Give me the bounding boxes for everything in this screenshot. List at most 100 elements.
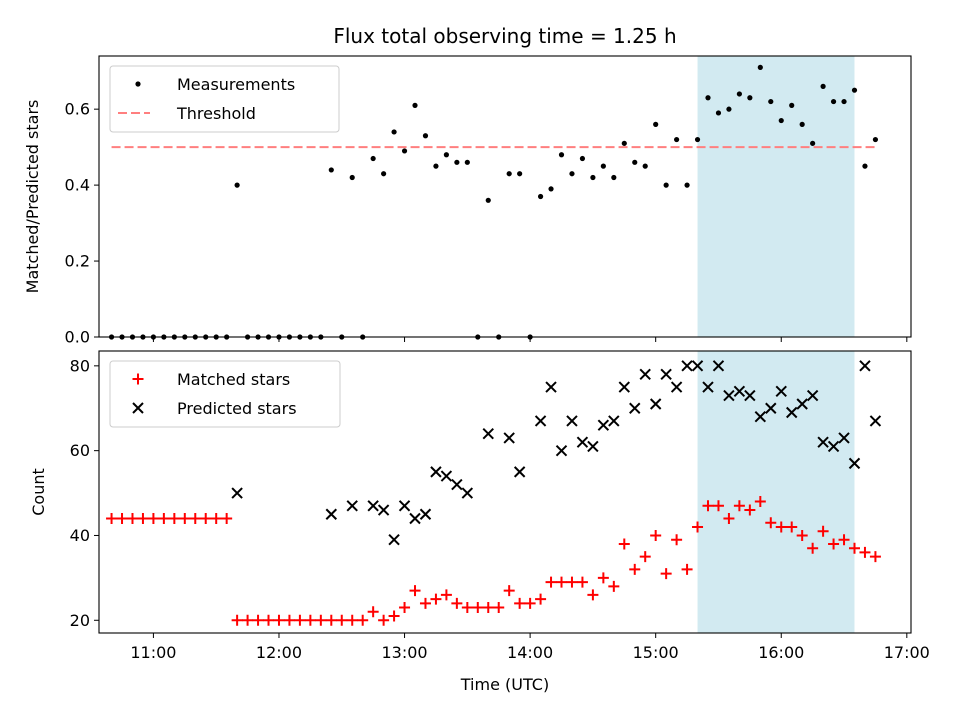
legend-marker-dot (135, 81, 141, 87)
legend-marker-x (132, 402, 144, 414)
measurements-point (234, 182, 240, 188)
predicted-stars-point (670, 381, 683, 393)
matched-stars-point (273, 614, 285, 626)
matched-stars-point (838, 534, 850, 546)
predicted-stars-point (482, 427, 494, 440)
measurements-point (851, 87, 858, 93)
measurements-point (381, 171, 387, 177)
matched-stars-point (325, 614, 337, 626)
matched-stars-point (702, 500, 714, 512)
matched-stars-point (629, 563, 641, 575)
measurements-point (401, 148, 408, 154)
measurements-point (569, 171, 575, 177)
matched-stars-point (367, 606, 379, 618)
measurements-point (715, 110, 722, 116)
matched-stars-point (263, 614, 275, 626)
matched-stars-point (733, 500, 745, 512)
matched-stars-point (765, 517, 777, 529)
measurements-point (464, 159, 470, 165)
matched-stars-point (618, 538, 630, 550)
matched-stars-point (744, 504, 756, 516)
predicted-stars-point (513, 466, 526, 478)
matched-stars-point (147, 513, 159, 525)
measurements-point (558, 152, 565, 158)
matched-stars-point (576, 576, 588, 588)
predicted-stars-point (723, 389, 735, 402)
measurements-point (517, 171, 523, 177)
predicted-stars-point (346, 500, 358, 512)
predicted-stars-point (775, 385, 787, 397)
matched-stars-point (430, 593, 442, 605)
x-tick-label: 16:00 (758, 643, 804, 662)
matched-stars-point (754, 496, 766, 508)
x-tick-label: 15:00 (633, 643, 679, 662)
matched-stars-point (807, 542, 819, 554)
matched-stars-point (796, 529, 808, 541)
measurements-point (548, 186, 554, 192)
predicted-stars-point (702, 381, 714, 393)
matched-stars-point (357, 614, 369, 626)
matched-stars-point (848, 542, 860, 554)
predicted-stars-point (827, 440, 840, 453)
matched-stars-point (399, 602, 411, 614)
measurements-point (820, 83, 826, 89)
x-tick-label: 13:00 (381, 643, 427, 662)
top-y-tick-label: 0.4 (65, 176, 90, 195)
matched-stars-point (859, 546, 871, 558)
predicted-stars-point (430, 466, 442, 478)
matched-stars-point (283, 614, 295, 626)
matched-stars-point (493, 602, 505, 614)
predicted-stars-point (786, 406, 798, 419)
matched-stars-point (440, 589, 452, 601)
measurements-point (590, 174, 596, 181)
matched-stars-point (461, 602, 473, 614)
predicted-stars-point (639, 368, 651, 381)
matched-stars-point (304, 614, 316, 626)
matched-stars-point (828, 538, 840, 550)
measurements-point (747, 95, 753, 101)
bottom-y-tick-label: 40 (70, 526, 90, 545)
top-panel: 0.0 0.2 0.4 0.6 Matched/Predicted stars Measu… (23, 55, 912, 347)
measurements-point (328, 167, 334, 173)
measurements-point (370, 155, 376, 162)
matched-stars-point (524, 597, 536, 609)
measurements-point (799, 121, 805, 127)
x-axis-label: Time (UTC) (460, 675, 549, 694)
matched-stars-point (786, 521, 798, 533)
measurements-point (663, 182, 669, 188)
matched-stars-point (723, 513, 735, 525)
predicted-stars-point (733, 385, 746, 397)
matched-stars-point (545, 576, 557, 588)
matched-stars-point (660, 568, 672, 580)
predicted-stars-point (419, 508, 432, 520)
top-y-tick-label: 0.6 (65, 100, 90, 119)
predicted-stars-point (712, 360, 725, 372)
bottom-y-tick-label: 80 (70, 356, 90, 375)
measurements-point (830, 98, 837, 105)
bottom-y-tick-label: 60 (70, 441, 90, 460)
measurements-point (391, 129, 397, 135)
predicted-stars-point (440, 470, 453, 482)
matched-stars-point (252, 614, 264, 626)
matched-stars-point (650, 529, 662, 541)
measurements-point (768, 98, 774, 105)
measurements-point (789, 102, 795, 108)
matched-stars-point (482, 602, 494, 614)
top-axes-frame (98, 55, 912, 338)
bottom-y-axis-label: Count (29, 468, 48, 516)
matched-stars-point (158, 513, 170, 525)
predicted-stars-point (859, 360, 871, 372)
predicted-stars-point (754, 411, 767, 423)
bottom-legend: Matched stars Predicted stars (109, 360, 341, 428)
predicted-stars-point (388, 533, 400, 546)
measurements-point (611, 174, 617, 181)
matched-stars-point (587, 589, 599, 601)
measurements-point (506, 171, 512, 177)
x-tick-label: 12:00 (256, 643, 302, 662)
measurements-point (422, 133, 429, 139)
predicted-stars-point (367, 500, 379, 512)
x-tick-label: 17:00 (884, 643, 930, 662)
predicted-stars-point (869, 415, 882, 427)
matched-stars-point (775, 521, 787, 533)
top-highlight-span (697, 56, 855, 337)
